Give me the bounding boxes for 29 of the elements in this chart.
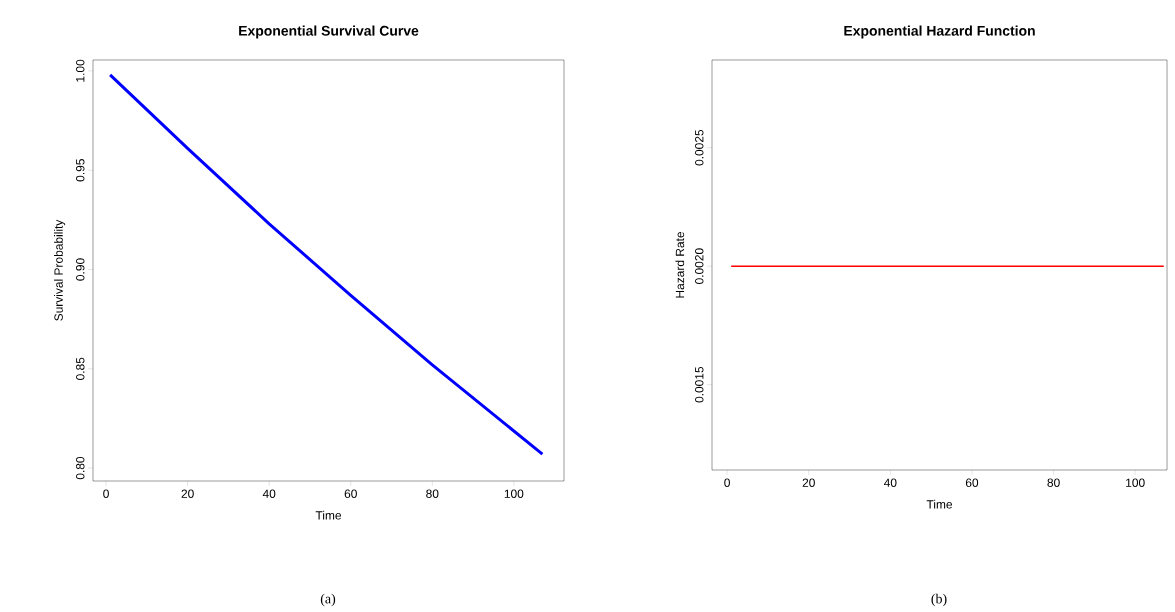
- x-tick-label: 0: [103, 489, 109, 498]
- text: (b): [931, 593, 947, 607]
- y-tick-label: 0.85: [76, 357, 85, 380]
- y-tick-label: 0.0025: [695, 129, 704, 166]
- x-tick-label: 80: [426, 489, 439, 498]
- text: (a): [320, 593, 336, 607]
- x-tick-label: 80: [1047, 478, 1060, 487]
- y-tick-label: 0.90: [76, 258, 85, 281]
- x-tick-label: 40: [262, 489, 276, 498]
- y-tick-label: 0.80: [76, 456, 85, 480]
- x-tick-label: 100: [504, 489, 524, 498]
- y-tick-label: 0.0015: [695, 366, 704, 403]
- x-tick-label: 100: [1126, 478, 1145, 487]
- x-tick-label: 60: [965, 478, 979, 487]
- x-axis-title: Time: [315, 510, 342, 520]
- x-tick-label: 40: [883, 478, 897, 487]
- chart-title: Exponential Survival Curve: [239, 25, 419, 39]
- y-tick-label: 0.95: [76, 159, 85, 182]
- chart-title: Exponential Hazard Function: [844, 25, 1035, 39]
- x-tick-label: 20: [802, 478, 815, 487]
- y-axis-title: Survival Probability: [54, 219, 66, 321]
- x-tick-label: 60: [344, 489, 357, 498]
- y-axis-title: Hazard Rate: [675, 232, 685, 298]
- y-tick-label: 0.0020: [695, 248, 704, 284]
- line-series: [108, 73, 544, 456]
- y-tick-label: 1.00: [76, 59, 85, 82]
- x-tick-label: 20: [181, 489, 194, 498]
- x-tick-label: 0: [724, 478, 730, 487]
- x-axis-title: Time: [926, 499, 953, 509]
